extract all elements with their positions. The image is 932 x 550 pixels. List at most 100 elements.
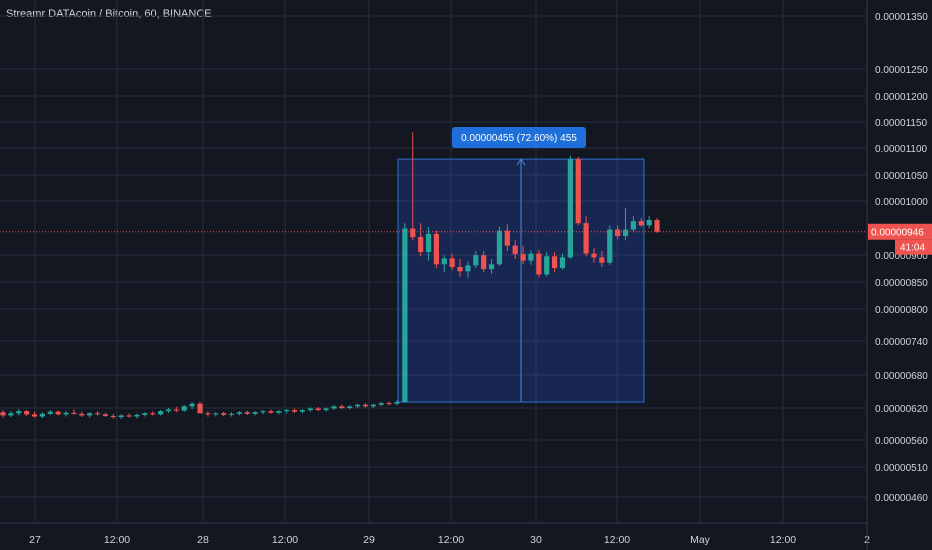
candle-body (394, 402, 400, 404)
y-tick-label: 0.00000620 (875, 404, 928, 415)
y-tick-label: 0.00000680 (875, 371, 928, 382)
candle-body (402, 228, 408, 403)
candle-body (55, 411, 61, 415)
measure-label: 0.00000455 (72.60%) 455 (461, 133, 577, 144)
measure-layer[interactable]: 0.00000455 (72.60%) 455 (397, 127, 645, 403)
candle-body (276, 411, 282, 413)
y-tick-label: 0.00000900 (875, 251, 928, 262)
candle-body (347, 406, 353, 408)
x-tick-label: 12:00 (104, 534, 130, 546)
candle-body (512, 245, 518, 255)
candle-body (181, 406, 187, 411)
countdown-label-bg (895, 239, 932, 255)
candle-body (47, 411, 53, 414)
candle-body (102, 414, 109, 416)
candle-body (567, 159, 573, 258)
candle-body (165, 409, 172, 412)
current-price-label-bg (868, 223, 932, 240)
candle-body (134, 414, 140, 417)
y-tick-label: 0.00001350 (875, 12, 928, 23)
y-tick-label: 0.00001200 (875, 92, 928, 103)
y-tick-label: 0.00000850 (875, 278, 928, 289)
candle-body (71, 412, 77, 414)
candle-body (0, 412, 6, 416)
candle-body (559, 257, 566, 269)
candle-body (16, 411, 22, 414)
candle-body (291, 410, 298, 412)
candle-body (449, 258, 455, 267)
candle-body (622, 229, 629, 237)
x-tick-label: May (690, 534, 711, 546)
candle-body (63, 412, 69, 415)
candle-layer (0, 132, 660, 420)
candle-body (118, 415, 124, 418)
candle-body (386, 403, 392, 405)
y-tick-label: 0.00000560 (875, 436, 928, 447)
candle-body (520, 254, 526, 261)
candle-body (126, 415, 132, 417)
candle-body (599, 257, 605, 263)
y-tick-label: 0.00000800 (875, 305, 928, 316)
candle-body (150, 413, 156, 415)
candle-body (339, 406, 345, 408)
candle-body (433, 233, 439, 265)
candle-body (630, 221, 636, 230)
x-tick-label: 12:00 (770, 534, 796, 546)
candle-body (213, 413, 219, 415)
candle-body (552, 256, 558, 269)
candle-body (260, 411, 266, 413)
y-tick-label: 0.00001250 (875, 65, 928, 76)
x-tick-label: 27 (29, 534, 41, 546)
y-tick-label: 0.00000460 (875, 493, 928, 504)
candle-body (410, 228, 416, 238)
candle-body (646, 219, 652, 226)
candle-body (457, 266, 463, 272)
candle-body (31, 414, 38, 417)
candle-body (583, 223, 589, 254)
candle-body (110, 415, 116, 418)
grid-layer (0, 0, 868, 522)
x-tick-label: 12:00 (272, 534, 298, 546)
candle-body (299, 410, 306, 412)
candle-body (654, 219, 660, 232)
candle-body (284, 410, 290, 412)
candle-body (481, 255, 487, 270)
candle-body (331, 406, 337, 409)
x-tick-label: 30 (530, 534, 542, 546)
candle-body (418, 237, 424, 253)
candle-body (228, 413, 235, 415)
x-tick-label: 29 (363, 534, 375, 546)
measure-arrow-head (516, 158, 526, 166)
candle-body (638, 221, 644, 226)
candle-body (158, 411, 164, 415)
candle-body (362, 404, 369, 407)
candle-body (370, 404, 376, 407)
candle-body (378, 403, 384, 405)
candle-body (536, 253, 542, 275)
candle-body (79, 413, 85, 416)
countdown-label: 41:04 (900, 243, 925, 254)
y-tick-label: 0.00001000 (875, 197, 928, 208)
candle-body (268, 411, 274, 413)
candle-body (544, 256, 550, 275)
candle-body (39, 413, 45, 417)
candle-body (488, 264, 495, 270)
candle-body (8, 413, 14, 416)
candle-body (528, 253, 534, 261)
candle-body (441, 258, 447, 265)
candle-body (189, 403, 195, 407)
candle-body (496, 230, 503, 265)
candle-body (307, 408, 313, 411)
candle-body (575, 159, 581, 224)
candle-body (142, 413, 148, 415)
candle-body (323, 408, 329, 411)
candle-body (425, 233, 432, 253)
y-tick-label: 0.00001100 (875, 144, 928, 155)
chart-title: Streamr DATAcoin / Bitcoin, 60, BINANCE (6, 8, 212, 20)
measure-label-bg (452, 127, 586, 148)
candle-body (315, 408, 321, 411)
candle-body (244, 412, 250, 414)
candle-body (252, 412, 258, 414)
candle-body (205, 413, 211, 415)
